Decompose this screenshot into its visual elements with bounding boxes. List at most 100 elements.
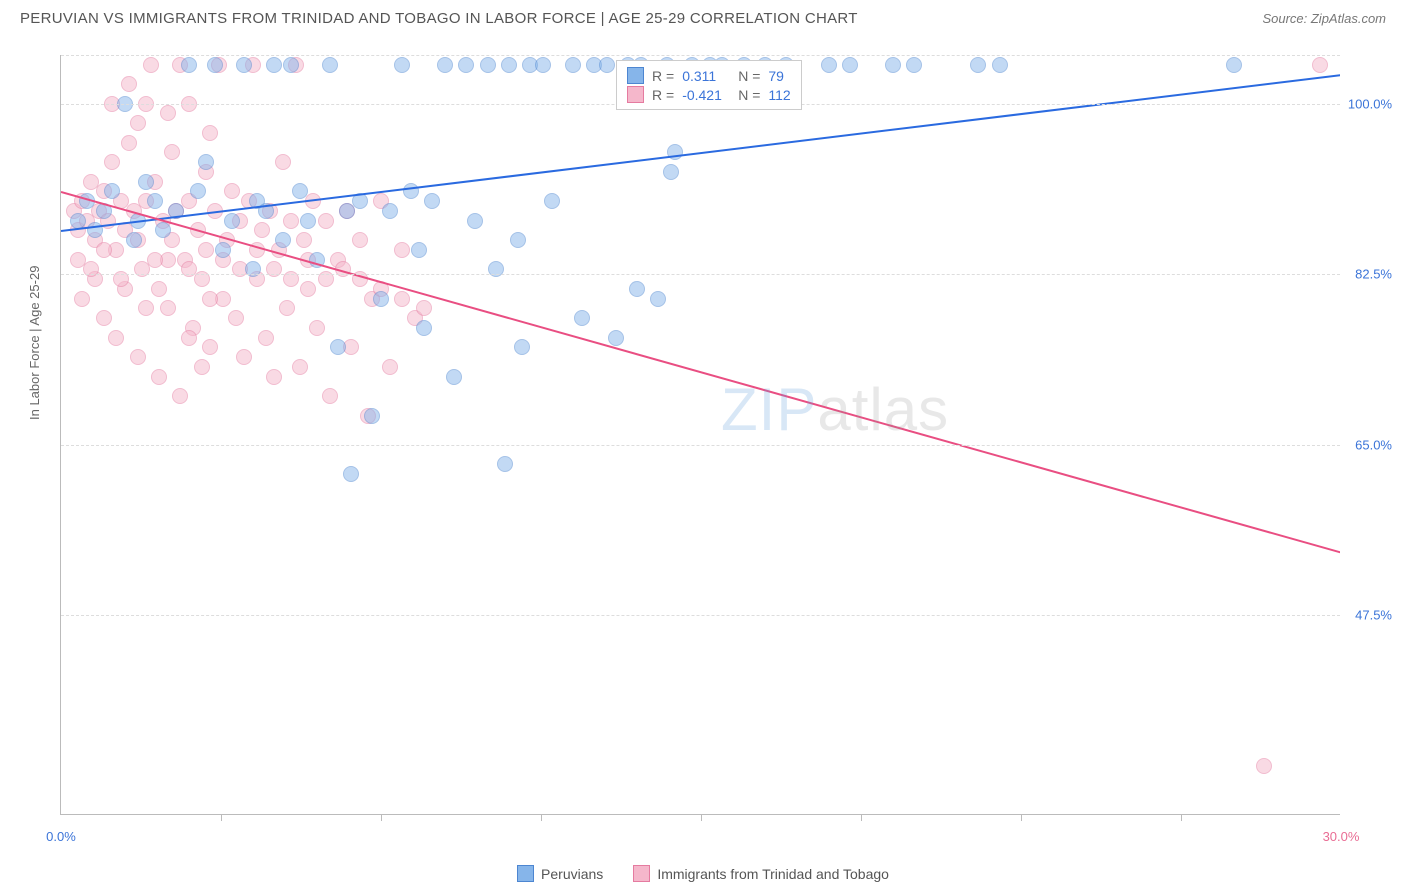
scatter-point (155, 222, 171, 238)
scatter-point (181, 330, 197, 346)
y-tick-label: 47.5% (1355, 608, 1392, 623)
scatter-point (565, 57, 581, 73)
stats-n-value: 79 (768, 68, 784, 84)
scatter-point (172, 388, 188, 404)
scatter-point (283, 57, 299, 73)
scatter-point (160, 300, 176, 316)
scatter-point (279, 300, 295, 316)
x-tick-minor (1021, 814, 1022, 821)
scatter-point (382, 359, 398, 375)
scatter-point (198, 154, 214, 170)
scatter-point (842, 57, 858, 73)
scatter-point (121, 135, 137, 151)
scatter-point (629, 281, 645, 297)
x-tick-minor (381, 814, 382, 821)
scatter-point (202, 339, 218, 355)
gridline-h (61, 274, 1340, 275)
stats-r-value: -0.421 (682, 87, 730, 103)
scatter-point (300, 281, 316, 297)
scatter-point (138, 174, 154, 190)
scatter-point (1312, 57, 1328, 73)
y-tick-label: 65.0% (1355, 437, 1392, 452)
scatter-point (885, 57, 901, 73)
scatter-point (394, 242, 410, 258)
scatter-point (96, 310, 112, 326)
scatter-point (300, 213, 316, 229)
x-tick-minor (221, 814, 222, 821)
scatter-point (821, 57, 837, 73)
scatter-point (497, 456, 513, 472)
scatter-point (160, 105, 176, 121)
scatter-point (275, 154, 291, 170)
scatter-point (373, 291, 389, 307)
stats-n-label: N = (738, 87, 760, 103)
scatter-point (147, 252, 163, 268)
scatter-point (446, 369, 462, 385)
scatter-point (121, 76, 137, 92)
scatter-point (236, 57, 252, 73)
scatter-point (147, 193, 163, 209)
scatter-point (394, 57, 410, 73)
scatter-point (906, 57, 922, 73)
scatter-point (104, 183, 120, 199)
scatter-point (992, 57, 1008, 73)
stats-r-label: R = (652, 68, 674, 84)
legend-swatch-2 (633, 865, 650, 882)
scatter-point (207, 57, 223, 73)
scatter-point (322, 57, 338, 73)
scatter-point (74, 291, 90, 307)
scatter-point (202, 125, 218, 141)
scatter-point (330, 339, 346, 355)
stats-swatch (627, 67, 644, 84)
scatter-point (535, 57, 551, 73)
scatter-point (514, 339, 530, 355)
scatter-point (1226, 57, 1242, 73)
scatter-point (364, 408, 380, 424)
scatter-point (1256, 758, 1272, 774)
scatter-point (343, 466, 359, 482)
scatter-point (416, 320, 432, 336)
scatter-point (574, 310, 590, 326)
scatter-point (283, 213, 299, 229)
scatter-point (458, 57, 474, 73)
scatter-point (501, 57, 517, 73)
scatter-point (96, 242, 112, 258)
scatter-point (266, 369, 282, 385)
scatter-point (104, 154, 120, 170)
stats-n-label: N = (738, 68, 760, 84)
scatter-point (224, 213, 240, 229)
legend-label-2: Immigrants from Trinidad and Tobago (657, 866, 889, 882)
scatter-point (394, 291, 410, 307)
x-tick-label: 0.0% (46, 829, 76, 844)
scatter-point (480, 57, 496, 73)
scatter-point (411, 242, 427, 258)
scatter-point (309, 320, 325, 336)
scatter-point (544, 193, 560, 209)
plot-area: ZIPatlas 47.5%65.0%82.5%100.0%0.0%30.0%R… (60, 55, 1340, 815)
scatter-point (650, 291, 666, 307)
scatter-point (215, 242, 231, 258)
scatter-point (416, 300, 432, 316)
scatter-point (224, 183, 240, 199)
y-tick-label: 82.5% (1355, 267, 1392, 282)
scatter-point (275, 232, 291, 248)
x-tick-minor (701, 814, 702, 821)
scatter-point (437, 57, 453, 73)
scatter-point (970, 57, 986, 73)
legend-swatch-1 (517, 865, 534, 882)
scatter-point (143, 57, 159, 73)
scatter-point (151, 281, 167, 297)
scatter-point (424, 193, 440, 209)
chart-title: PERUVIAN VS IMMIGRANTS FROM TRINIDAD AND… (20, 10, 858, 27)
scatter-point (130, 349, 146, 365)
scatter-point (126, 232, 142, 248)
scatter-point (667, 144, 683, 160)
x-tick-minor (541, 814, 542, 821)
x-tick-minor (1181, 814, 1182, 821)
watermark-atlas: atlas (817, 376, 949, 443)
stats-swatch (627, 86, 644, 103)
watermark-zip: ZIP (721, 376, 817, 443)
scatter-point (318, 213, 334, 229)
scatter-point (190, 183, 206, 199)
scatter-point (198, 242, 214, 258)
